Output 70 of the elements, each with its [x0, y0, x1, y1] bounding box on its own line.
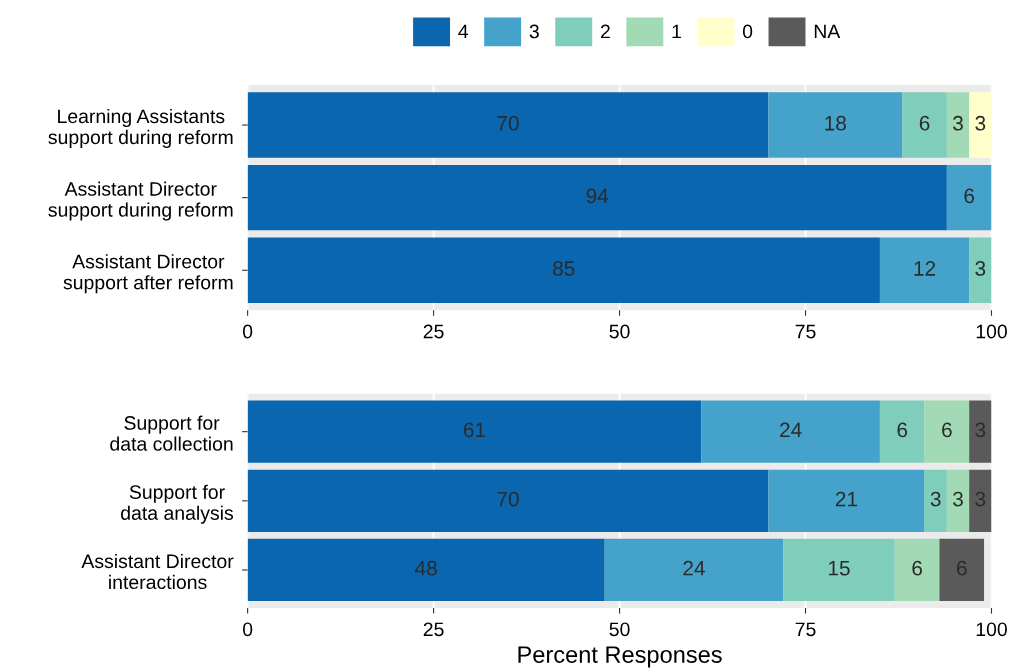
data-label: 24: [683, 560, 705, 576]
legend-label: NA: [814, 24, 841, 39]
bar: [247, 538, 605, 602]
data-label: 12: [914, 261, 936, 276]
y-tick-label: Support for data collection: [110, 415, 233, 451]
data-label: 24: [780, 422, 802, 438]
data-label: 3: [953, 491, 963, 507]
data-label: 61: [463, 422, 486, 438]
legend-label: 3: [529, 24, 539, 39]
bar: [902, 92, 947, 158]
data-label: 6: [942, 422, 952, 438]
legend-label: 2: [600, 24, 610, 39]
legend-label: 4: [458, 24, 469, 39]
bar: [247, 469, 769, 532]
data-label: 70: [497, 491, 519, 507]
bar: [247, 237, 880, 303]
x-tick-label: 75: [795, 622, 816, 637]
bar: [879, 237, 970, 303]
bar: [969, 92, 992, 158]
x-tick-label: 75: [795, 324, 816, 339]
y-tick-label: Support for data analysis: [121, 484, 234, 524]
data-label: 6: [897, 422, 908, 438]
y-tick-label: Learning Assistants support during reform: [48, 108, 233, 148]
bar: [946, 92, 970, 158]
data-label: 48: [415, 560, 437, 576]
bar: [946, 469, 970, 532]
y-tick-label: Assistant Director support after reform: [63, 254, 233, 294]
x-tick-label: 25: [423, 324, 444, 339]
bar: [783, 538, 895, 602]
data-label: 6: [964, 188, 975, 204]
bar: [969, 237, 992, 303]
bar: [939, 538, 985, 602]
legend-label: 0: [742, 24, 753, 39]
data-label: 21: [835, 491, 857, 507]
bar: [879, 400, 925, 463]
bar: [247, 92, 769, 158]
data-label: 94: [586, 188, 609, 204]
data-label: 3: [953, 115, 963, 131]
data-label: 18: [825, 115, 846, 131]
bar: [604, 538, 784, 602]
x-tick-label: 100: [976, 324, 1007, 339]
data-label: 15: [829, 561, 850, 576]
data-label: 70: [497, 115, 519, 131]
x-tick-label: 100: [976, 622, 1007, 637]
x-tick-label: 25: [423, 622, 444, 637]
bar: [894, 538, 940, 602]
legend-label: 1: [672, 24, 681, 39]
data-label: 3: [930, 491, 941, 507]
x-tick-label: 0: [242, 324, 253, 339]
x-tick-label: 0: [242, 622, 253, 637]
y-tick-label: Assistant Director interactions: [81, 553, 234, 590]
bar: [924, 400, 970, 463]
bar: [946, 164, 992, 231]
bar: [924, 469, 947, 532]
bar: [247, 400, 702, 463]
data-label: 6: [912, 560, 922, 576]
y-tick-label: Assistant Director support during reform: [48, 181, 233, 221]
data-label: 3: [975, 261, 986, 276]
bar: [969, 469, 992, 532]
bar: [969, 400, 992, 463]
bar: [701, 400, 880, 463]
x-tick-label: 50: [609, 324, 630, 339]
data-label: 6: [919, 115, 930, 131]
x-tick-label: 50: [609, 622, 630, 637]
data-label: 85: [553, 261, 575, 276]
bar: [768, 92, 903, 158]
bar: [247, 164, 947, 231]
x-axis-title: Percent Responses: [518, 646, 722, 668]
bar: [768, 469, 925, 532]
data-label: 3: [975, 115, 986, 131]
